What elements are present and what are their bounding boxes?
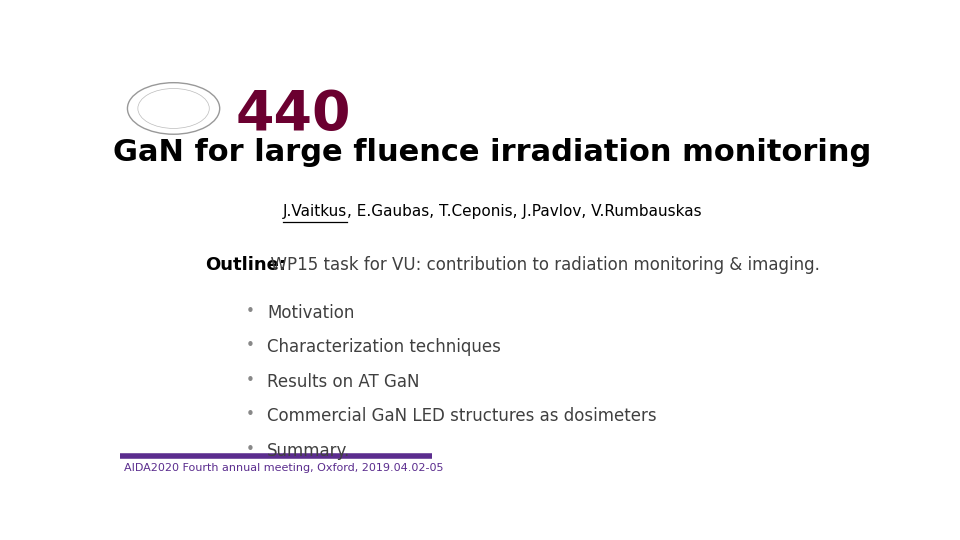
Text: Commercial GaN LED structures as dosimeters: Commercial GaN LED structures as dosimet…: [267, 407, 657, 426]
Text: GaN for large fluence irradiation monitoring: GaN for large fluence irradiation monito…: [113, 138, 871, 166]
Text: WP15 task for VU: contribution to radiation monitoring & imaging.: WP15 task for VU: contribution to radiat…: [260, 256, 820, 274]
Text: •: •: [246, 304, 254, 319]
Text: AIDA2020 Fourth annual meeting, Oxford, 2019.04.02-05: AIDA2020 Fourth annual meeting, Oxford, …: [124, 463, 444, 473]
Text: J.Vaitkus: J.Vaitkus: [282, 204, 347, 219]
Text: 440: 440: [235, 87, 350, 141]
Text: Outline:: Outline:: [205, 256, 286, 274]
Text: , E.Gaubas, T.Ceponis, J.Pavlov, V.Rumbauskas: , E.Gaubas, T.Ceponis, J.Pavlov, V.Rumba…: [347, 204, 702, 219]
Text: •: •: [246, 373, 254, 388]
Text: Motivation: Motivation: [267, 304, 354, 322]
Text: J.Vaitkus, E.Gaubas, T.Ceponis, J.Pavlov, V.Rumbauskas: J.Vaitkus, E.Gaubas, T.Ceponis, J.Pavlov…: [282, 204, 702, 219]
Text: Summary.: Summary.: [267, 442, 350, 460]
Text: Results on AT GaN: Results on AT GaN: [267, 373, 420, 391]
Text: •: •: [246, 407, 254, 422]
Text: •: •: [246, 442, 254, 457]
Text: Characterization techniques: Characterization techniques: [267, 339, 501, 356]
Text: •: •: [246, 339, 254, 353]
